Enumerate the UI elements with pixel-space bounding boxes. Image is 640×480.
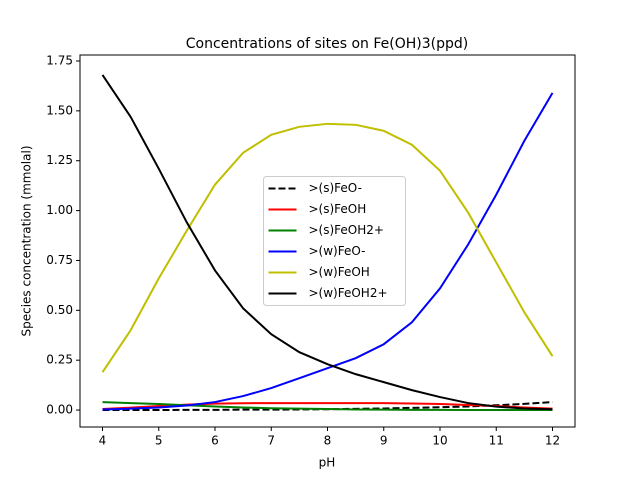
- y-tick-label: 1.25: [46, 153, 73, 167]
- y-tick-label: 0.25: [46, 353, 73, 367]
- legend-label: >(s)FeOH2+: [309, 223, 384, 237]
- x-tick-label: 10: [432, 434, 447, 448]
- x-tick-label: 7: [267, 434, 275, 448]
- y-tick-label: 1.75: [46, 53, 73, 67]
- x-tick-label: 6: [211, 434, 219, 448]
- legend-label: >(s)FeOH: [309, 202, 367, 216]
- legend-label: >(w)FeO-: [309, 244, 366, 258]
- legend-label: >(w)FeOH2+: [309, 286, 388, 300]
- chart-title: Concentrations of sites on Fe(OH)3(ppd): [186, 36, 469, 52]
- x-tick-label: 9: [380, 434, 388, 448]
- y-tick-label: 0.75: [46, 253, 73, 267]
- x-axis-label: pH: [319, 456, 336, 470]
- y-tick-label: 1.00: [46, 203, 73, 217]
- series-line: [101, 122, 554, 373]
- legend-label: >(w)FeOH: [309, 265, 370, 279]
- legend-label: >(s)FeO-: [309, 181, 362, 195]
- y-axis-label: Species concentration (mmolal): [20, 145, 34, 336]
- x-tick-label: 11: [489, 434, 504, 448]
- plot-frame: [79, 54, 576, 428]
- x-tick-label: 4: [99, 434, 107, 448]
- series-line: [102, 401, 553, 412]
- y-tick-label: 0.50: [46, 303, 73, 317]
- legend-box: [263, 176, 406, 306]
- x-tick-label: 8: [324, 434, 332, 448]
- series-line: [101, 74, 553, 411]
- x-tick-label: 5: [155, 434, 163, 448]
- x-tick-label: 12: [545, 434, 560, 448]
- y-tick-label: 0.00: [46, 403, 73, 417]
- y-tick-label: 1.50: [46, 103, 73, 117]
